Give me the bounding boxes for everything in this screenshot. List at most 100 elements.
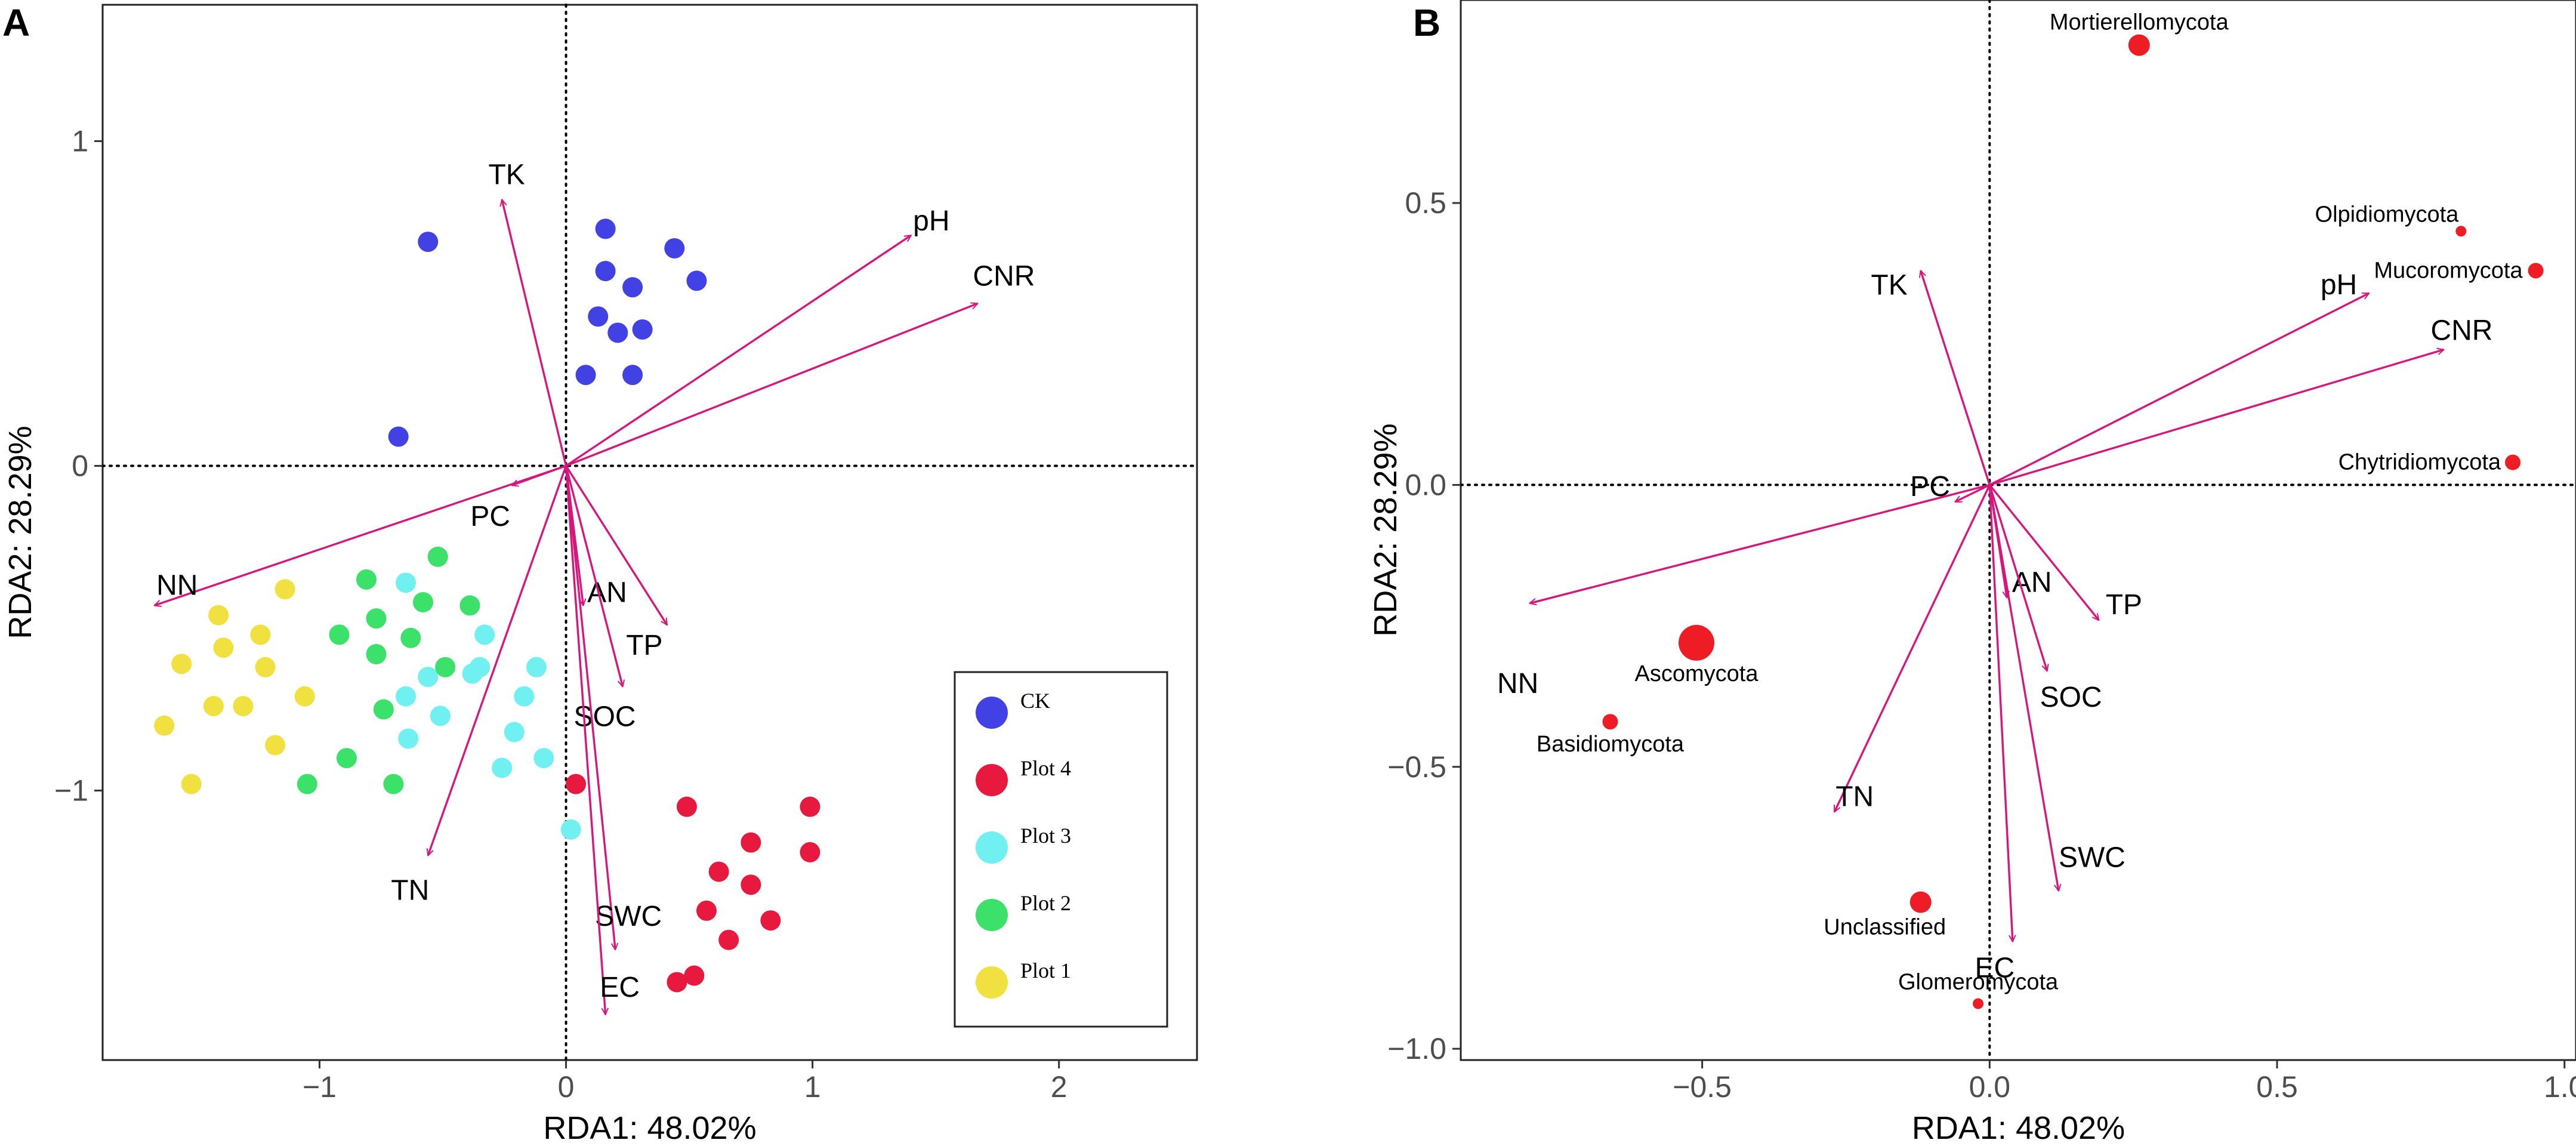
panel-b-taxon-label-olpidiomycota: Olpidiomycota [2315,202,2460,227]
panel-b-vector-label-an: AN [2012,566,2052,598]
panel-b-vector-soc [1988,484,2047,671]
panel-a-x-tick-label: −1 [303,1070,337,1104]
panel-a-point-plot-3 [492,757,513,778]
panel-a-point-ck [664,238,685,258]
panel-a-point-plot-2 [427,546,448,567]
legend-swatch-plot-1 [976,966,1008,999]
panel-a-point-plot-3 [533,748,554,769]
panel-a-point-plot-1 [171,654,192,674]
panel-a-point-plot-4 [800,842,820,862]
panel-a-vector-tk [502,199,567,466]
panel-b-vector-tn [1833,484,1991,812]
panel-a-vector-label-nn: NN [156,569,198,601]
panel-a-vector-tn [428,465,567,855]
panel-a-point-ck [686,270,707,291]
panel-a-point-plot-1 [294,686,315,707]
panel-a-point-plot-2 [356,569,377,590]
panel-a-vector-label-ec: EC [600,972,640,1003]
panel-b-x-axis-title: RDA1: 48.02% [1912,1110,2125,1146]
panel-b-vector-label-ph: pH [2321,269,2357,301]
panel-b-taxon-label-mortierellomycota: Mortierellomycota [2050,10,2229,35]
panel-a-vector-label-cnr: CNR [973,260,1035,292]
panel-a-point-plot-4 [800,796,820,817]
panel-b-taxon-label-mucoromycota: Mucoromycota [2374,258,2523,283]
panel-a-point-plot-3 [430,706,451,726]
panel-a-point-plot-1 [265,735,286,756]
legend-label-plot-2: Plot 2 [1020,891,1071,915]
panel-a-point-plot-1 [181,774,202,794]
panel-b-vector-ph [1989,292,2369,486]
panel-a-vector-nn [155,464,567,605]
panel-b-vector-label-swc: SWC [2059,842,2125,874]
legend-label-plot-3: Plot 3 [1020,824,1071,848]
panel-b-taxon-point-glomeromycota [1973,998,1984,1009]
panel-b-vector-pc [1955,483,1991,503]
panel-b-vector-cnr [1989,350,2444,486]
panel-a-point-plot-3 [396,686,417,707]
panel-b-vector-nn [1530,483,1990,603]
panel-a-point-plot-4 [741,874,761,895]
panel-b-taxon-point-mortierellomycota [2128,34,2150,56]
panel-a-point-plot-3 [514,686,535,707]
panel-a-point-plot-1 [233,696,254,717]
panel-b-vector-swc [1988,485,2059,891]
panel-a-point-plot-1 [274,579,295,600]
legend-label-plot-4: Plot 4 [1020,756,1071,780]
panel-a-point-plot-4 [696,900,717,921]
panel-b-taxon-label-basidiomycota: Basidiomycota [1537,732,1685,757]
panel-b-y-tick-label: −0.5 [1387,750,1446,784]
panel-a-point-plot-1 [154,715,175,736]
panel-b-taxon-point-basidiomycota [1602,714,1618,730]
panel-b-taxa-points: Mortierellomycota Olpidiomycota Mucoromyco… [1537,10,2544,1009]
panel-a-vector-soc [564,466,623,686]
panel-a-point-ck [622,277,643,298]
panel-a-y-tick-label: −1 [54,774,88,807]
panel-b-vector-label-tp: TP [2106,589,2142,621]
panel-a-letter: A [2,1,30,44]
panel-b-letter: B [1413,1,1440,44]
panel-b-zero-lines [1460,0,2576,1061]
panel-a-point-plot-2 [373,699,394,720]
legend-swatch-plot-4 [976,764,1008,796]
panel-a-vector-label-tn: TN [391,874,429,906]
panel-a-point-ck [595,218,616,239]
panel-a-point-plot-2 [412,592,433,612]
panel-a-point-ck [632,319,653,340]
panel-b-x-tick-label: 0.5 [2256,1070,2298,1104]
panel-b-vector-label-tn: TN [1835,781,1874,812]
panel-b-vector-label-soc: SOC [2040,682,2102,713]
panel-a-point-plot-1 [213,637,234,658]
legend-label-ck: CK [1020,689,1050,713]
panel-b-y-tick-label: 0.0 [1405,468,1446,501]
legend-label-plot-1: Plot 1 [1020,959,1071,982]
panel-a-plot-frame [101,4,1198,1061]
panel-b-taxon-point-chytridiomycota [2505,454,2521,470]
panel-a-point-plot-4 [566,774,587,794]
panel-a-point-ck [595,261,616,282]
panel-a-vector-label-an: AN [587,577,627,608]
panel-a-point-plot-4 [667,972,687,993]
panel-a-axis-ticks: −1 0 1 2 −1 0 1 [54,124,1068,1104]
legend-swatch-plot-3 [976,831,1008,864]
panel-b-y-axis-title: RDA2: 28.29% [1368,423,1403,636]
panel-b-vector-label-cnr: CNR [2430,315,2492,347]
panel-a-point-plot-4 [684,965,705,986]
panel-a-point-plot-2 [383,774,404,794]
panel-a-point-plot-3 [474,624,495,645]
panel-a-vector-label-tk: TK [488,159,525,190]
panel-a-y-tick-label: 0 [72,449,88,482]
panel-a-x-tick-label: 0 [558,1070,575,1104]
panel-a-x-axis-title: RDA1: 48.02% [543,1110,756,1146]
panel-a-point-plot-4 [676,796,697,817]
panel-a-point-ck [607,322,628,343]
panel-a-vector-cnr [565,303,978,467]
legend-swatch-ck [976,697,1008,729]
panel-a-point-plot-3 [398,728,419,749]
panel-a-vector-label-swc: SWC [595,901,662,932]
panel-b-axis-ticks: −0.5 0.0 0.5 1.0 −1.0 −0.5 0.0 0.5 [1387,186,2576,1104]
panel-a-vector-tp [565,465,668,625]
panel-a-point-plot-4 [760,910,781,931]
panel-a-y-axis-title: RDA2: 28.29% [2,426,38,639]
panel-b-taxon-point-mucoromycota [2528,263,2544,279]
